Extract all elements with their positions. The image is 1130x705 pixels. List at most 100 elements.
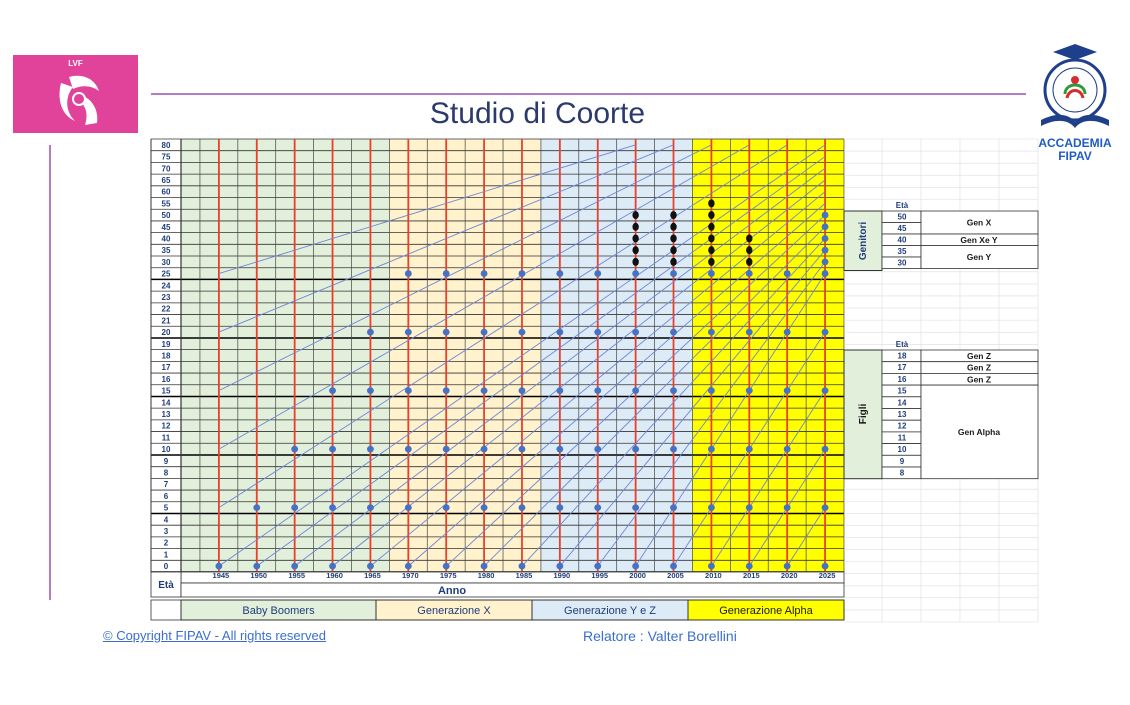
volleyball-hands-icon <box>59 75 99 125</box>
figli-age-label: 10 <box>898 445 907 454</box>
cohort-point <box>367 445 374 453</box>
cohort-point <box>594 504 602 512</box>
cohort-point <box>708 445 715 453</box>
cohort-point <box>670 504 677 512</box>
cohort-line <box>483 226 826 567</box>
cohort-point <box>404 270 412 277</box>
cohort-point <box>745 387 753 395</box>
y-tick-label: 23 <box>162 293 171 302</box>
figli-gen-label: Gen Z <box>967 351 991 361</box>
x-tick-label: 1995 <box>591 571 608 580</box>
cohort-point <box>480 270 488 277</box>
cohort-point <box>821 270 829 277</box>
cohort-point <box>821 235 829 242</box>
generation-label-box <box>687 599 845 621</box>
cohort-point <box>442 504 450 512</box>
cohort-point <box>556 387 564 395</box>
y-tick-label: 75 <box>162 153 171 162</box>
y-tick-label: 50 <box>162 211 171 220</box>
parent-point <box>632 234 639 243</box>
cohort-line <box>218 144 788 509</box>
y-tick-label: 2 <box>164 539 169 548</box>
x-tick-label: 1950 <box>250 571 267 580</box>
lvf-logo-text: LVF <box>68 59 83 68</box>
logo-text-accademia: ACCADEMIA <box>1038 136 1112 150</box>
x-tick-label: 1970 <box>402 571 419 580</box>
figli-label: Figli <box>858 404 869 425</box>
cohort-point <box>329 562 336 570</box>
generation-label: Generazione X <box>417 605 491 617</box>
cohort-point <box>745 270 753 277</box>
y-tick-label: 13 <box>162 410 171 419</box>
y-tick-label: 80 <box>162 141 171 150</box>
cohort-point <box>708 270 715 277</box>
parent-point <box>632 211 639 220</box>
cohort-line <box>218 144 750 450</box>
x-tick-label: 2005 <box>667 571 684 580</box>
cohort-line <box>218 144 674 333</box>
y-tick-label: 12 <box>162 422 171 431</box>
y-axis-column <box>151 139 181 572</box>
cohort-point <box>670 270 677 277</box>
x-tick-label: 1975 <box>440 571 457 580</box>
cohort-point <box>442 270 450 277</box>
genitori-eta-header: Età <box>896 201 909 210</box>
eta-cell <box>150 571 182 598</box>
y-tick-label: 6 <box>164 492 169 501</box>
y-tick-label: 0 <box>164 562 169 571</box>
genitori-age-label: 45 <box>898 224 907 233</box>
x-tick-label: 2010 <box>705 571 722 580</box>
cohort-line <box>521 238 826 567</box>
parent-point <box>746 246 753 255</box>
genitori-label: Genitori <box>858 222 869 261</box>
cohort-point <box>745 504 753 512</box>
cohort-point <box>594 562 602 570</box>
figli-age-label: 9 <box>900 457 905 466</box>
cohort-point <box>442 445 450 453</box>
generation-band <box>181 139 390 572</box>
y-tick-label: 65 <box>162 176 171 185</box>
x-tick-label: 1980 <box>478 571 495 580</box>
parent-point <box>708 234 715 243</box>
cohort-point <box>783 387 791 395</box>
figli-eta-header: Età <box>896 340 909 349</box>
cohort-point <box>480 328 488 336</box>
figli-age-label: 18 <box>898 352 907 361</box>
parent-point <box>670 211 677 220</box>
cohort-point <box>708 504 715 512</box>
cohort-point <box>404 504 412 512</box>
cohort-point <box>404 387 412 395</box>
cohort-point <box>480 562 488 570</box>
copyright-link[interactable]: © Copyright FIPAV - All rights reserved <box>103 628 326 643</box>
page-title: Studio di Coorte <box>429 97 646 130</box>
cohort-point <box>329 445 336 453</box>
cohort-point <box>783 504 791 512</box>
cohort-point <box>329 504 336 512</box>
cohort-point <box>783 445 791 453</box>
cohort-point <box>253 504 261 512</box>
genitori-gen-label: Gen Y <box>967 252 992 262</box>
cohort-point <box>253 562 261 570</box>
figli-age-label: 13 <box>898 410 907 419</box>
generation-label: Baby Boomers <box>242 605 315 617</box>
y-tick-label: 3 <box>164 527 169 536</box>
cohort-point <box>594 328 602 336</box>
cohort-line <box>218 144 712 392</box>
y-tick-label: 16 <box>162 375 171 384</box>
parent-point <box>632 222 639 231</box>
cohort-point <box>480 445 488 453</box>
figli-gen-label: Gen Alpha <box>958 427 1000 437</box>
cohort-point <box>556 504 564 512</box>
left-divider <box>49 145 51 600</box>
y-tick-label: 18 <box>162 352 171 361</box>
cohort-line <box>294 167 826 567</box>
y-tick-label: 40 <box>162 234 171 243</box>
cohort-point <box>518 328 526 336</box>
cohort-line <box>408 203 826 567</box>
parent-point <box>746 257 753 266</box>
cohort-point <box>708 328 715 336</box>
cohort-point <box>821 328 829 336</box>
x-tick-label: 2000 <box>629 571 646 580</box>
cohort-point <box>404 562 412 570</box>
generation-label: Generazione Y e Z <box>564 605 656 617</box>
